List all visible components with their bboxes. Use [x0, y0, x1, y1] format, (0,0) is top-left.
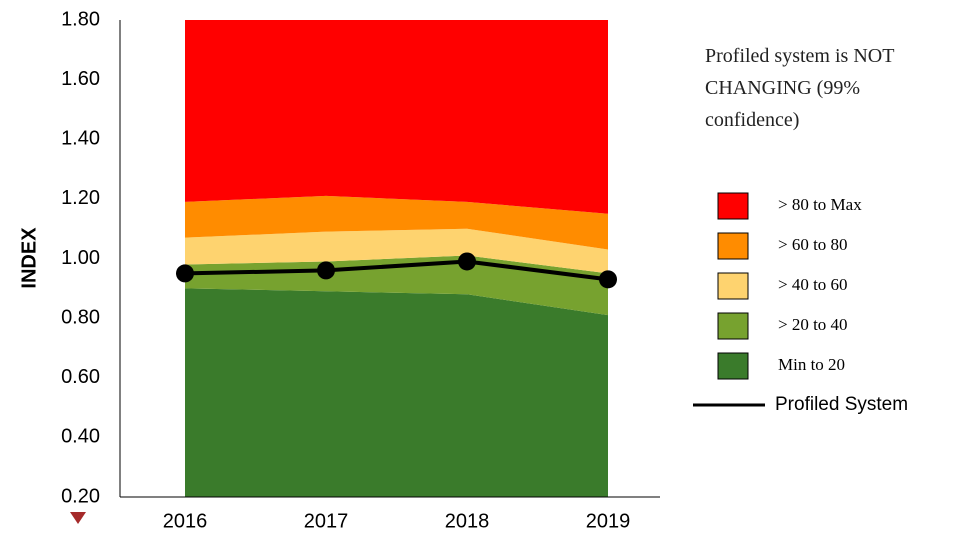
- legend-label: Profiled System: [775, 394, 908, 415]
- legend-label: Min to 20: [778, 355, 845, 374]
- y-axis-label: INDEX: [18, 227, 40, 289]
- legend-swatch: [717, 232, 749, 260]
- legend-swatch: [717, 272, 749, 300]
- x-tick-label: 2019: [586, 510, 631, 532]
- legend-label: > 40 to 60: [778, 275, 848, 294]
- area: [185, 288, 608, 497]
- y-tick-label: 1.80: [61, 8, 100, 30]
- legend-label: > 20 to 40: [778, 315, 848, 334]
- legend-swatch: [717, 192, 749, 220]
- marker-icon: [70, 512, 86, 524]
- x-tick-label: 2016: [163, 510, 208, 532]
- area: [185, 20, 608, 214]
- y-tick-label: 1.60: [61, 68, 100, 90]
- y-tick-label: 0.20: [61, 485, 100, 507]
- legend-label: > 60 to 80: [778, 235, 848, 254]
- area: [185, 228, 608, 274]
- line: [184, 259, 609, 282]
- y-tick-label: 0.60: [61, 366, 100, 388]
- y-tick-label: 1.40: [61, 128, 100, 150]
- legend-swatch: [717, 312, 749, 340]
- point: [458, 252, 476, 271]
- point: [599, 270, 617, 289]
- areas: [185, 20, 608, 497]
- x-tick-label: 2018: [445, 510, 490, 532]
- y-tick-label: 0.80: [61, 306, 100, 328]
- legend-label: > 80 to Max: [778, 195, 862, 214]
- point: [317, 261, 335, 280]
- area: [185, 195, 608, 250]
- legend-swatch: [717, 352, 749, 380]
- annotation: Profiled system is NOT CHANGING (99% con…: [705, 45, 895, 131]
- y-tick-label: 1.00: [61, 247, 100, 269]
- y-tick-label: 1.20: [61, 187, 100, 209]
- x-tick-label: 2017: [304, 510, 349, 532]
- point: [176, 264, 194, 283]
- y-tick-label: 0.40: [61, 426, 100, 448]
